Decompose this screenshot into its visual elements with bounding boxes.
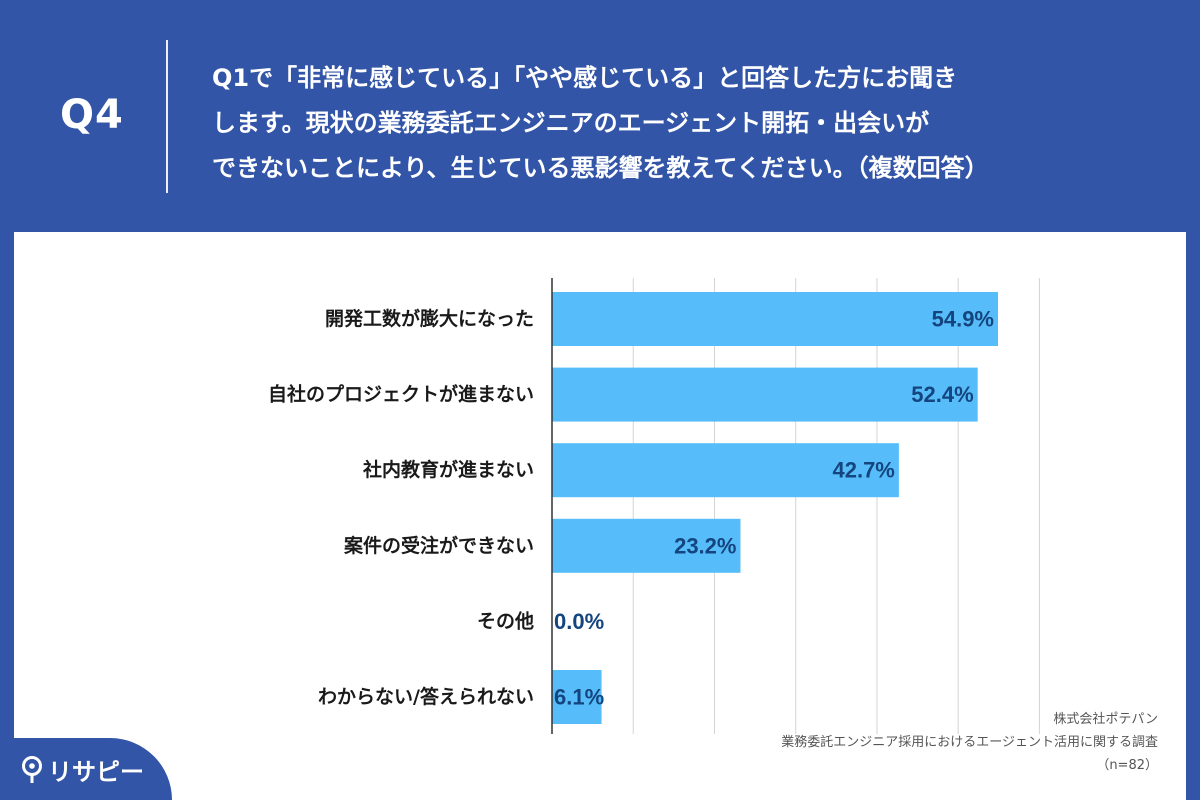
header: Q4 Q1で「非常に感じている」「やや感じている」と回答した方にお聞き します。… bbox=[0, 0, 1200, 232]
credit-survey: 業務委託エンジニア採用におけるエージェント活用に関する調査 bbox=[781, 735, 1158, 750]
bar-chart: 開発工数が膨大になった 54.9% 自社のプロジェクトが進まない 52.4% 社内教育が… bbox=[268, 278, 1040, 734]
logo: リサピー bbox=[20, 752, 144, 787]
category-label: その他 bbox=[477, 609, 534, 632]
credit: 株式会社ポテパン 業務委託エンジニア採用におけるエージェント活用に関する調査 （… bbox=[781, 708, 1158, 777]
pin-icon bbox=[22, 755, 42, 783]
value-label: 54.9% bbox=[932, 307, 994, 332]
bar bbox=[552, 367, 978, 422]
value-label: 6.1% bbox=[554, 685, 604, 710]
category-label: 自社のプロジェクトが進まない bbox=[268, 383, 534, 406]
category-label: 開発工数が膨大になった bbox=[325, 307, 534, 330]
value-label: 23.2% bbox=[674, 533, 736, 558]
bar bbox=[552, 292, 998, 346]
category-label: 社内教育が進まない bbox=[362, 458, 534, 481]
bar bbox=[552, 518, 741, 573]
question-number: Q4 bbox=[60, 92, 124, 138]
header-divider bbox=[166, 40, 168, 193]
value-label: 42.7% bbox=[832, 458, 894, 483]
logo-tab bbox=[0, 738, 172, 800]
credit-company: 株式会社ポテパン bbox=[1053, 712, 1158, 727]
value-label: 52.4% bbox=[911, 382, 973, 407]
category-label: わからない/答えられない bbox=[318, 685, 534, 708]
category-label: 案件の受注ができない bbox=[343, 534, 534, 557]
logo-text: リサピー bbox=[48, 758, 144, 786]
bar bbox=[552, 443, 899, 498]
value-label: 0.0% bbox=[554, 609, 604, 634]
chart-panel: 開発工数が膨大になった 54.9% 自社のプロジェクトが進まない 52.4% 社内教育が… bbox=[14, 232, 1186, 800]
bar bbox=[552, 670, 602, 724]
question-text: Q1で「非常に感じている」「やや感じている」と回答した方にお聞き します。現状の… bbox=[212, 64, 989, 182]
credit-sample-size: （n=82） bbox=[1096, 758, 1158, 773]
